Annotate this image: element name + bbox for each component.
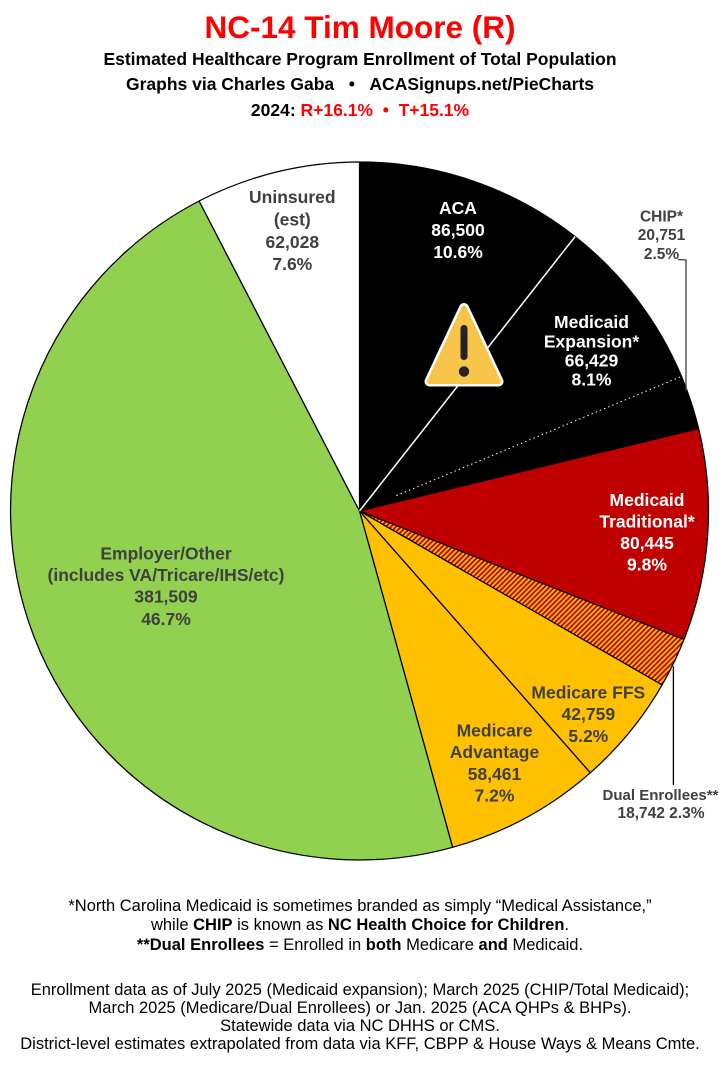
svg-text:9.8%: 9.8% [627, 555, 667, 575]
svg-text:Medicare: Medicare [457, 721, 533, 741]
svg-text:2.5%: 2.5% [644, 246, 680, 263]
svg-text:20,751: 20,751 [638, 227, 686, 244]
svg-text:46.7%: 46.7% [141, 609, 191, 629]
svg-text:7.6%: 7.6% [272, 254, 312, 274]
svg-text:66,429: 66,429 [565, 351, 619, 371]
svg-text:58,461: 58,461 [468, 764, 522, 784]
svg-text:CHIP*: CHIP* [640, 209, 684, 226]
svg-text:Medicare FFS: Medicare FFS [531, 683, 645, 703]
svg-text:5.2%: 5.2% [568, 726, 608, 746]
svg-text:Expansion*: Expansion* [544, 332, 639, 352]
svg-text:Medicaid: Medicaid [554, 312, 629, 332]
svg-text:(includes VA/Tricare/IHS/etc): (includes VA/Tricare/IHS/etc) [48, 565, 285, 585]
svg-text:Medicaid: Medicaid [610, 490, 685, 510]
svg-text:62,028: 62,028 [266, 232, 320, 252]
svg-text:7.2%: 7.2% [475, 786, 515, 806]
svg-text:ACA: ACA [439, 198, 477, 218]
svg-text:86,500: 86,500 [431, 220, 485, 240]
svg-text:Traditional*: Traditional* [599, 512, 694, 532]
svg-text:42,759: 42,759 [562, 704, 616, 724]
svg-text:Advantage: Advantage [450, 742, 540, 762]
svg-text:(est): (est) [274, 210, 311, 230]
svg-text:Dual Enrollees**: Dual Enrollees** [603, 787, 719, 804]
svg-text:10.6%: 10.6% [433, 242, 483, 262]
svg-text:Uninsured: Uninsured [249, 187, 336, 207]
svg-text:18,742 2.3%: 18,742 2.3% [617, 805, 704, 822]
svg-text:80,445: 80,445 [620, 533, 674, 553]
svg-text:Employer/Other: Employer/Other [100, 544, 231, 564]
svg-text:8.1%: 8.1% [572, 370, 612, 390]
svg-text:381,509: 381,509 [134, 587, 198, 607]
